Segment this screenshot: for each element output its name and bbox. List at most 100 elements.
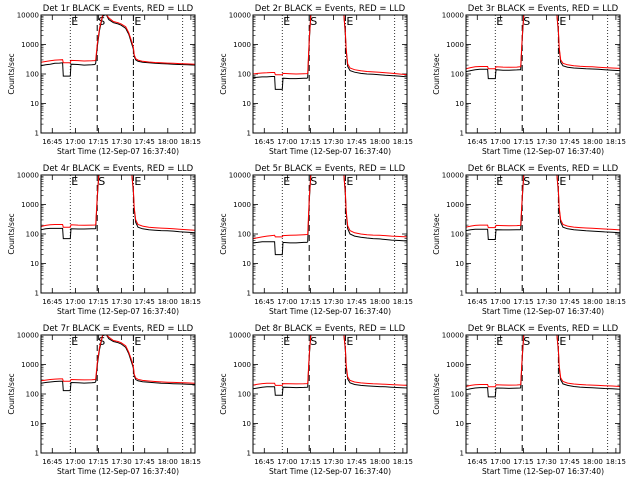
y-tick-label: 10 <box>242 260 251 268</box>
panel-title: Det 9r BLACK = Events, RED = LLD <box>468 324 619 334</box>
x-tick-label: 17:45 <box>347 458 367 466</box>
x-tick-label: 17:00 <box>65 458 85 466</box>
y-tick-label: 10000 <box>229 332 251 340</box>
y-axis-label: Counts/sec <box>7 53 16 94</box>
y-tick-label: 100 <box>238 391 251 399</box>
plot-frame <box>465 334 621 454</box>
events-rate-line <box>253 15 407 90</box>
detector-panel-6: Det 6r BLACK = Events, RED = LLD 1 10 100 10… <box>432 164 626 316</box>
x-tick-label: 18:15 <box>606 458 626 466</box>
event-marker-label: E <box>283 335 290 348</box>
event-marker-label: S <box>523 335 530 348</box>
plot-frame <box>40 174 196 294</box>
x-tick-label: 18:15 <box>181 458 201 466</box>
x-tick-label: 18:15 <box>181 298 201 306</box>
y-tick-label: 10000 <box>229 12 251 20</box>
events-rate-line <box>41 15 195 77</box>
panel-title: Det 5r BLACK = Events, RED = LLD <box>255 164 406 174</box>
x-tick-label: 16:45 <box>254 298 274 306</box>
y-tick-label: 100 <box>451 71 464 79</box>
events-rate-line <box>466 335 620 398</box>
y-tick-label: 1 <box>35 130 39 138</box>
x-axis-label: Start Time (12-Sep-07 16:37:40) <box>269 147 391 156</box>
plot-frame <box>252 334 408 454</box>
x-axis-label: Start Time (12-Sep-07 16:37:40) <box>482 307 604 316</box>
x-axis-label: Start Time (12-Sep-07 16:37:40) <box>482 147 604 156</box>
x-tick-label: 17:15 <box>300 298 320 306</box>
x-tick-label: 18:00 <box>370 298 390 306</box>
x-tick-label: 17:45 <box>560 138 580 146</box>
y-tick-label: 1000 <box>446 41 464 49</box>
x-tick-label: 18:00 <box>583 138 603 146</box>
y-tick-label: 10 <box>242 100 251 108</box>
detector-panel-9: Det 9r BLACK = Events, RED = LLD 1 10 100 10… <box>432 324 626 476</box>
event-marker-label: E <box>346 175 353 188</box>
x-tick-label: 17:00 <box>277 138 297 146</box>
y-tick-label: 1000 <box>446 361 464 369</box>
x-tick-label: 17:00 <box>277 298 297 306</box>
y-axis-label: Counts/sec <box>219 53 228 94</box>
lld-rate-line <box>466 15 620 70</box>
x-tick-label: 17:45 <box>135 138 155 146</box>
x-tick-label: 17:00 <box>65 298 85 306</box>
x-tick-label: 17:15 <box>513 458 533 466</box>
detector-panel-4: Det 4r BLACK = Events, RED = LLD 1 10 100 10… <box>7 164 201 316</box>
y-tick-label: 1000 <box>233 41 251 49</box>
y-tick-label: 1 <box>35 290 39 298</box>
y-tick-label: 1 <box>35 450 39 458</box>
y-tick-label: 10000 <box>17 332 39 340</box>
lld-rate-line <box>253 175 407 240</box>
x-tick-label: 17:15 <box>300 458 320 466</box>
y-tick-label: 10 <box>30 260 39 268</box>
x-tick-label: 17:30 <box>111 298 131 306</box>
event-marker-label: E <box>496 335 503 348</box>
x-tick-label: 17:00 <box>65 138 85 146</box>
y-tick-label: 100 <box>238 231 251 239</box>
y-tick-label: 100 <box>26 71 39 79</box>
event-marker-label: S <box>98 175 105 188</box>
x-tick-label: 17:00 <box>277 458 297 466</box>
y-tick-label: 1000 <box>233 361 251 369</box>
lld-rate-line <box>41 335 195 384</box>
panel-title: Det 1r BLACK = Events, RED = LLD <box>43 4 194 14</box>
x-axis-label: Start Time (12-Sep-07 16:37:40) <box>269 307 391 316</box>
x-tick-label: 16:45 <box>42 138 62 146</box>
events-rate-line <box>253 175 407 256</box>
x-tick-label: 17:30 <box>323 138 343 146</box>
x-tick-label: 18:15 <box>393 138 413 146</box>
y-tick-label: 10000 <box>17 12 39 20</box>
detector-panel-1: Det 1r BLACK = Events, RED = LLD 1 10 100 10… <box>7 4 201 156</box>
events-rate-line <box>466 175 620 240</box>
event-marker-label: E <box>134 335 141 348</box>
event-marker-label: S <box>310 335 317 348</box>
plot-frame <box>252 14 408 134</box>
x-tick-label: 17:15 <box>300 138 320 146</box>
x-tick-label: 17:15 <box>88 298 108 306</box>
x-tick-label: 17:45 <box>560 458 580 466</box>
y-tick-label: 10 <box>242 420 251 428</box>
panel-title: Det 4r BLACK = Events, RED = LLD <box>43 164 194 174</box>
event-marker-label: S <box>310 15 317 28</box>
x-tick-label: 16:45 <box>467 298 487 306</box>
x-tick-label: 18:00 <box>158 138 178 146</box>
x-axis-label: Start Time (12-Sep-07 16:37:40) <box>57 147 179 156</box>
x-tick-label: 18:00 <box>583 298 603 306</box>
y-tick-label: 10 <box>30 420 39 428</box>
y-tick-label: 1 <box>247 450 251 458</box>
x-tick-label: 16:45 <box>467 138 487 146</box>
x-tick-label: 18:00 <box>370 458 390 466</box>
lld-rate-line <box>466 175 620 231</box>
y-tick-label: 10 <box>455 100 464 108</box>
y-axis-label: Counts/sec <box>7 373 16 414</box>
x-tick-label: 17:00 <box>490 298 510 306</box>
event-marker-label: E <box>283 175 290 188</box>
y-tick-label: 10 <box>30 100 39 108</box>
events-rate-line <box>253 335 407 396</box>
x-tick-label: 17:30 <box>536 138 556 146</box>
x-tick-label: 18:15 <box>181 138 201 146</box>
lld-rate-line <box>466 335 620 388</box>
x-tick-label: 17:45 <box>347 298 367 306</box>
y-tick-label: 1 <box>247 130 251 138</box>
event-marker-label: E <box>71 335 78 348</box>
panel-title: Det 6r BLACK = Events, RED = LLD <box>468 164 619 174</box>
